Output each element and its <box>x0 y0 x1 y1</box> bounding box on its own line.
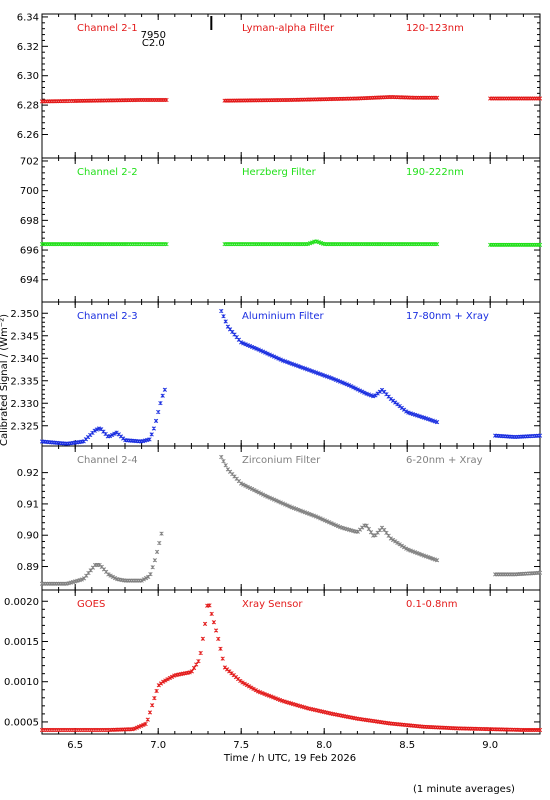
panel-frame <box>41 445 541 591</box>
panel-3: 2.325 2.330 2.335 2.340 2.345 2.350 Channel 2-… <box>10 301 543 447</box>
flare-marker: 7950 C2.0 <box>141 16 213 49</box>
y-tick-label: 2.340 <box>10 354 39 365</box>
series-2-points <box>39 239 543 247</box>
y-tick-label: 0.0020 <box>4 597 39 608</box>
series-5-points <box>39 603 543 733</box>
y-tick-label: 2.350 <box>10 309 39 320</box>
panel-2: 694 696 698 700 702 Channel 2-2 Herzberg Filte… <box>20 156 543 303</box>
panel-filter-label: Lyman-alpha Filter <box>242 23 335 34</box>
series-4-points <box>39 454 543 586</box>
series-4-markers <box>39 454 543 586</box>
series-2-markers <box>39 239 543 247</box>
series-3-markers <box>39 308 543 446</box>
y-tick-label: 702 <box>20 156 39 167</box>
panel-1: 6.26 6.28 6.30 6.32 6.34 Channel 2-1 Lyman-alp… <box>17 12 543 159</box>
y-tick-label: 2.330 <box>10 399 39 410</box>
y-tick-label: 2.325 <box>10 421 39 432</box>
y-tick-label: 0.0010 <box>4 677 39 688</box>
panel-4: 0.89 0.90 0.91 0.92 Channel 2-4 Zirconium Fil… <box>17 445 543 591</box>
y-tick-label: 0.90 <box>17 531 39 542</box>
series-3-points <box>39 308 543 446</box>
panel-band-label: 6-20nm + Xray <box>406 455 483 466</box>
panel-band-label: 190-222nm <box>406 167 464 178</box>
panel-frame <box>41 13 541 159</box>
panel-filter-label: Zirconium Filter <box>242 455 321 466</box>
x-tick-label: 6.5 <box>67 740 83 751</box>
y-tick-label: 2.335 <box>10 376 39 387</box>
series-1-markers <box>39 94 543 104</box>
y-tick-label: 6.32 <box>17 42 39 53</box>
x-tick-label: 8.0 <box>316 740 332 751</box>
y-tick-label: 0.91 <box>17 499 39 510</box>
y-tick-label: 6.26 <box>17 130 39 141</box>
flare-marker-label-top: 7950 <box>141 30 166 41</box>
footnote: (1 minute averages) <box>413 784 515 795</box>
x-tick-label: 8.5 <box>399 740 415 751</box>
y-tick-label: 696 <box>20 246 39 257</box>
y-tick-label: 0.0015 <box>4 637 39 648</box>
y-tick-label: 6.30 <box>17 71 39 82</box>
y-tick-label: 2.345 <box>10 331 39 342</box>
series-5-markers <box>39 603 543 733</box>
panel-5: 0.0005 0.0010 0.0015 0.0020 GOES Xray Sensor 0… <box>4 589 543 735</box>
flare-marker-label-bottom: C2.0 <box>142 38 165 49</box>
panel-band-label: 120-123nm <box>406 23 464 34</box>
x-tick-label: 7.0 <box>150 740 166 751</box>
x-axis: 6.5 7.0 7.5 8.0 8.5 9.0 <box>67 740 498 751</box>
y-tick-label: 0.0005 <box>4 717 39 728</box>
y-tick-label: 0.89 <box>17 562 39 573</box>
y-tick-label: 700 <box>20 186 39 197</box>
panel-filter-label: Xray Sensor <box>242 599 303 610</box>
x-tick-label: 9.0 <box>482 740 498 751</box>
panel-filter-label: Herzberg Filter <box>242 167 317 178</box>
panel-channel-label: Channel 2-2 <box>77 167 138 178</box>
panel-channel-label: Channel 2-1 <box>77 23 138 34</box>
panel-frame <box>41 589 541 735</box>
panel-frame <box>41 157 541 303</box>
y-tick-label: 698 <box>20 216 39 227</box>
y-tick-label: 6.34 <box>17 12 39 23</box>
panel-filter-label: Aluminium Filter <box>242 311 325 322</box>
panel-band-label: 0.1-0.8nm <box>406 599 458 610</box>
panel-band-label: 17-80nm + Xray <box>406 311 489 322</box>
panels: 6.26 6.28 6.30 6.32 6.34 Channel 2-1 Lyman-alp… <box>4 12 543 735</box>
y-axis-label: Calibrated Signal / (Wm⁻²) <box>0 314 10 446</box>
y-tick-label: 6.28 <box>17 101 39 112</box>
panel-frame <box>41 301 541 447</box>
panel-channel-label: GOES <box>77 599 105 610</box>
panel-channel-label: Channel 2-4 <box>77 455 138 466</box>
series-1-points <box>39 94 543 104</box>
y-tick-label: 694 <box>20 275 39 286</box>
x-axis-label: Time / h UTC, 19 Feb 2026 <box>223 753 356 764</box>
x-tick-label: 7.5 <box>233 740 249 751</box>
y-tick-label: 0.92 <box>17 468 39 479</box>
panel-channel-label: Channel 2-3 <box>77 311 138 322</box>
